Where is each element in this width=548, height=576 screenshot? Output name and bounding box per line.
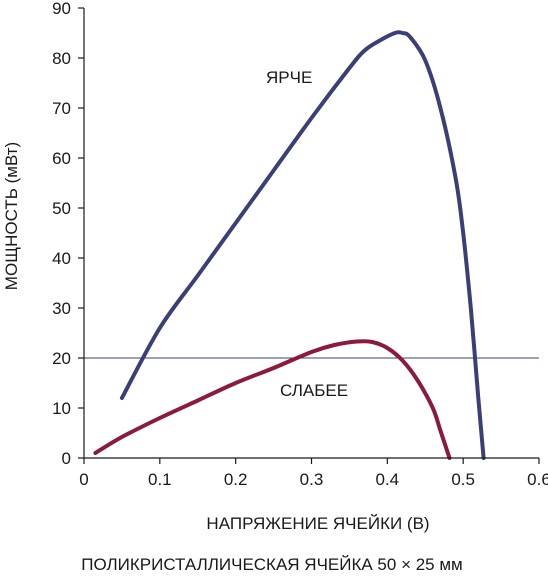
y-tick-label: 20 [52,349,71,368]
x-tick-label: 0.1 [148,470,172,489]
y-tick-label: 80 [52,49,71,68]
x-tick-label: 0.2 [224,470,248,489]
y-tick-label: 90 [52,0,71,18]
x-tick-label: 0.5 [451,470,475,489]
y-tick-label: 60 [52,149,71,168]
x-tick-label: 0.4 [376,470,400,489]
x-tick-label: 0.6 [527,470,548,489]
y-tick-label: 30 [52,299,71,318]
y-axis-title: МОЩНОСТЬ (мВт) [2,142,21,290]
x-tick-label: 0 [79,470,88,489]
y-tick-label: 40 [52,249,71,268]
y-tick-label: 10 [52,399,71,418]
x-tick-label: 0.3 [300,470,324,489]
annotation-dim: СЛАБЕЕ [280,381,348,400]
y-tick-label: 0 [62,449,71,468]
annotation-bright: ЯРЧЕ [266,68,312,87]
series-dim-line [93,339,452,460]
y-tick-label: 50 [52,199,71,218]
chart-caption: ПОЛИКРИСТАЛЛИЧЕСКАЯ ЯЧЕЙКА 50 × 25 мм [81,555,462,574]
series-bright-line [119,30,486,460]
tick-layer: 0 0.1 0.2 0.3 0.4 0.5 0.6 0 10 20 30 40 50 60 70 80 90 [52,0,548,489]
x-axis-title: НАПРЯЖЕНИЕ ЯЧЕЙКИ (В) [206,514,429,533]
y-tick-label: 70 [52,99,71,118]
series-layer [93,30,486,460]
